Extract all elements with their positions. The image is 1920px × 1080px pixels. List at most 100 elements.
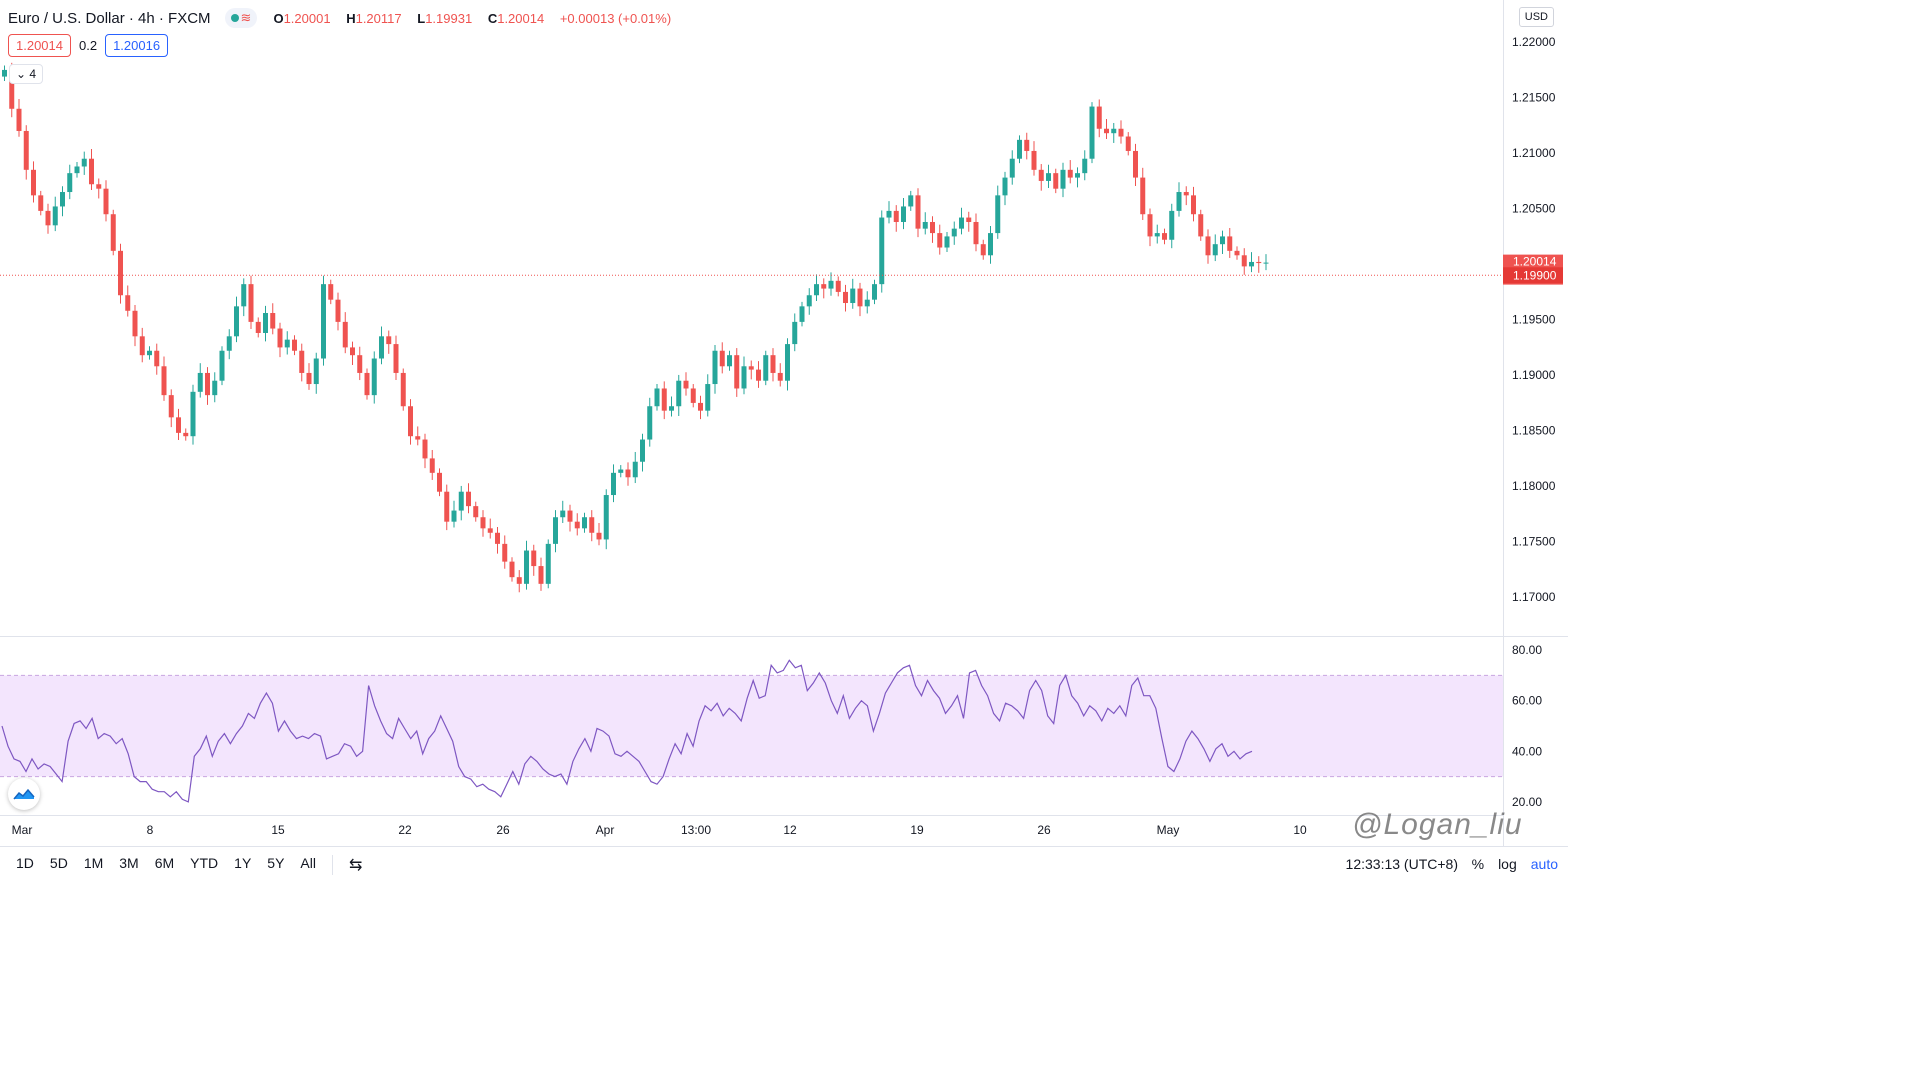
sell-button[interactable]: 1.20014 <box>8 34 71 57</box>
candle-body <box>1140 177 1146 215</box>
time-tick-label: 22 <box>398 823 412 837</box>
candle-body <box>400 372 406 407</box>
candle-body <box>625 469 631 478</box>
candle-body <box>647 406 653 440</box>
range-5y[interactable]: 5Y <box>267 855 285 871</box>
candle-body <box>197 372 203 392</box>
candle-body <box>1147 214 1153 237</box>
candle-body <box>422 439 428 459</box>
rsi-tick-label: 80.00 <box>1512 643 1542 657</box>
range-5d[interactable]: 5D <box>49 855 68 871</box>
candle-body <box>168 395 174 418</box>
candle-body <box>125 295 131 311</box>
candle-body <box>342 321 348 348</box>
candle-body <box>1176 192 1182 211</box>
rsi-band <box>0 674 1503 778</box>
prev-price-text: 1.19900 <box>1513 268 1557 282</box>
candle-body <box>2 69 7 77</box>
range-ytd[interactable]: YTD <box>190 855 219 871</box>
candle-body <box>821 284 827 289</box>
prev-price-tag <box>1503 267 1563 284</box>
candle-body <box>727 355 732 367</box>
candle-body <box>973 221 979 245</box>
candle-body <box>669 406 674 411</box>
candle-body <box>741 366 747 389</box>
log-toggle[interactable]: log <box>1498 856 1517 872</box>
candle-body <box>734 355 740 389</box>
candle-body <box>1133 150 1138 178</box>
candle-body <box>321 284 326 359</box>
range-1y[interactable]: 1Y <box>234 855 252 871</box>
candle-body <box>843 291 848 304</box>
candle-body <box>922 221 928 229</box>
candle-body <box>872 284 877 300</box>
candle-body <box>154 350 160 367</box>
price-tick-label: 1.19000 <box>1512 368 1556 382</box>
candle-body <box>560 510 566 518</box>
candle-body <box>89 158 94 185</box>
candle-body <box>777 372 783 381</box>
market-status[interactable]: ≋ <box>224 8 258 28</box>
candle-body <box>205 372 210 396</box>
range-1d[interactable]: 1D <box>16 855 34 871</box>
candle-body <box>458 491 464 511</box>
timezone-clock[interactable]: 12:33:13 (UTC+8) <box>1345 856 1458 872</box>
candle-body <box>966 217 972 222</box>
symbol-title[interactable]: Euro / U.S. Dollar · 4h · FXCM <box>8 9 211 27</box>
candle-body <box>835 280 841 292</box>
tradingview-logo[interactable] <box>8 778 40 810</box>
candle-body <box>545 543 551 584</box>
price-tick-label: 1.22000 <box>1512 35 1556 49</box>
price-tick-label: 1.17000 <box>1512 590 1556 604</box>
candle-body <box>176 417 181 433</box>
range-3m[interactable]: 3M <box>119 855 139 871</box>
range-6m[interactable]: 6M <box>154 855 175 871</box>
author-watermark: @Logan_liu <box>1352 808 1523 841</box>
candle-body <box>640 439 645 462</box>
goto-date-icon[interactable]: ⇆ <box>348 857 363 874</box>
candle-body <box>96 184 102 189</box>
candle-body <box>248 284 254 322</box>
candle-body <box>959 217 964 229</box>
candle-body <box>1002 177 1008 196</box>
candle-body <box>756 369 761 381</box>
candle-body <box>828 280 834 289</box>
candle-body <box>1075 173 1080 178</box>
candle-body <box>502 543 508 562</box>
percent-toggle[interactable]: % <box>1471 856 1485 872</box>
range-1m[interactable]: 1M <box>83 855 104 871</box>
price-tick-label: 1.17500 <box>1512 535 1556 549</box>
auto-toggle[interactable]: auto <box>1530 856 1558 872</box>
candle-body <box>466 491 471 507</box>
candle-body <box>1154 233 1160 237</box>
candle-body <box>864 299 870 307</box>
candle-body <box>212 380 218 396</box>
candle-body <box>1263 262 1269 264</box>
candle-body <box>1046 173 1051 181</box>
range-all[interactable]: All <box>300 855 316 871</box>
candle-body <box>1053 173 1059 189</box>
chart-canvas[interactable]: 1.220001.215001.210001.205001.200001.195… <box>0 0 1568 846</box>
candle-body <box>139 336 145 356</box>
candle-body <box>277 328 283 348</box>
indicator-toggle-button[interactable]: ⌄ 4 <box>9 64 44 84</box>
candle-body <box>132 310 138 337</box>
candle-body <box>292 339 297 351</box>
candle-body <box>183 432 189 437</box>
candle-body <box>792 321 798 345</box>
candle-body <box>531 550 537 567</box>
currency-button[interactable]: USD <box>1518 7 1554 27</box>
candle-body <box>415 436 421 440</box>
rsi-tick-label: 40.00 <box>1512 744 1542 758</box>
candle-body <box>582 517 587 529</box>
candle-body <box>1082 158 1088 174</box>
candle-body <box>1256 261 1262 264</box>
candle-body <box>393 344 399 373</box>
time-tick-label: Mar <box>12 823 33 837</box>
candle-body <box>1169 210 1175 240</box>
candle-body <box>1227 236 1233 251</box>
candle-body <box>408 406 413 437</box>
buy-button[interactable]: 1.20016 <box>105 34 169 57</box>
candle-body <box>785 344 790 381</box>
change-value: +0.00013 (+0.01%) <box>559 10 672 26</box>
